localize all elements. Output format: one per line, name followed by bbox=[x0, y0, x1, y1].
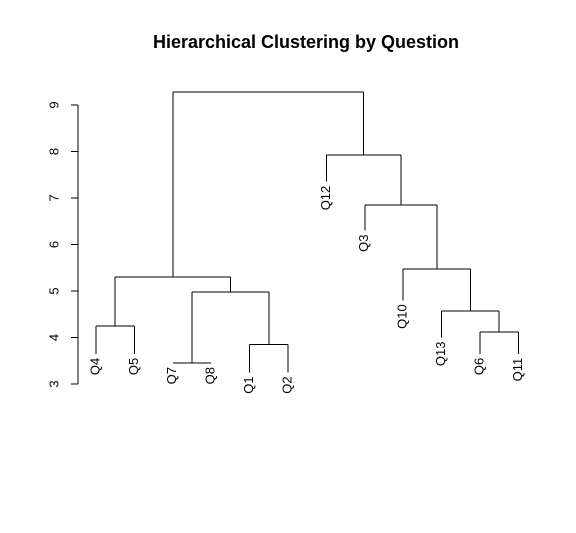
leaf-label-q6: Q6 bbox=[471, 358, 486, 375]
chart-title: Hierarchical Clustering by Question bbox=[153, 32, 459, 52]
y-tick-label: 9 bbox=[46, 101, 61, 108]
leaf-label-q2: Q2 bbox=[279, 376, 294, 393]
leaf-label-q7: Q7 bbox=[164, 367, 179, 384]
leaf-labels: Q4 Q5 Q7 Q8 Q1 Q2 Q12 Q3 Q10 Q13 Q6 Q11 bbox=[87, 186, 524, 394]
leaf-label-q3: Q3 bbox=[356, 235, 371, 252]
leaf-label-q11: Q11 bbox=[510, 358, 525, 382]
leaf-label-q12: Q12 bbox=[318, 186, 333, 211]
y-tick-label: 8 bbox=[46, 148, 61, 155]
leaf-label-q5: Q5 bbox=[126, 358, 141, 375]
y-tick-label: 7 bbox=[46, 194, 61, 201]
leaf-label-q1: Q1 bbox=[241, 376, 256, 393]
y-tick-label: 5 bbox=[46, 287, 61, 294]
dendrogram-tree bbox=[95, 91, 519, 373]
leaf-label-q10: Q10 bbox=[395, 304, 410, 329]
y-tick-label: 4 bbox=[46, 334, 61, 341]
y-tick-label: 6 bbox=[46, 241, 61, 248]
y-axis: 3 4 5 6 7 8 9 bbox=[46, 101, 79, 388]
leaf-label-q13: Q13 bbox=[433, 342, 448, 367]
leaf-label-q4: Q4 bbox=[87, 358, 102, 375]
leaf-label-q8: Q8 bbox=[203, 367, 218, 384]
y-tick-label: 3 bbox=[46, 380, 61, 387]
